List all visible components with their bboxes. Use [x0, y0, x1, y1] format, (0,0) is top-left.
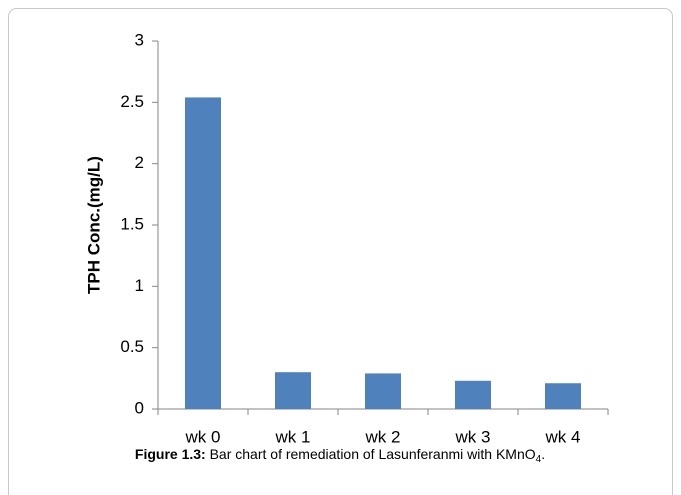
y-tick-label: 3: [135, 30, 144, 49]
bar: [275, 372, 311, 409]
x-tick-label: wk 4: [545, 427, 581, 446]
caption: Figure 1.3: Bar chart of remediation of …: [135, 446, 545, 465]
y-tick-label: 0: [135, 398, 144, 417]
bar: [185, 97, 221, 409]
caption-sub: 4: [536, 454, 542, 465]
x-tick-label: wk 2: [365, 427, 401, 446]
caption-text: Bar chart of remediation of Lasunferanmi…: [206, 446, 536, 462]
bar: [545, 383, 581, 409]
y-tick-label: 2.5: [120, 92, 144, 111]
y-tick-label: 1.5: [120, 214, 144, 233]
caption-end: .: [541, 446, 545, 462]
bar: [365, 373, 401, 409]
x-tick-label: wk 1: [275, 427, 311, 446]
y-tick-label: 0.5: [120, 337, 144, 356]
x-tick-label: wk 3: [455, 427, 491, 446]
y-tick-label: 1: [135, 276, 144, 295]
y-tick-label: 2: [135, 153, 144, 172]
x-tick-label: wk 0: [185, 427, 221, 446]
y-axis-label: TPH Conc.(mg/L): [84, 156, 103, 294]
caption-label: Figure 1.3:: [135, 446, 206, 462]
bar: [455, 380, 491, 409]
frame: [8, 8, 673, 495]
